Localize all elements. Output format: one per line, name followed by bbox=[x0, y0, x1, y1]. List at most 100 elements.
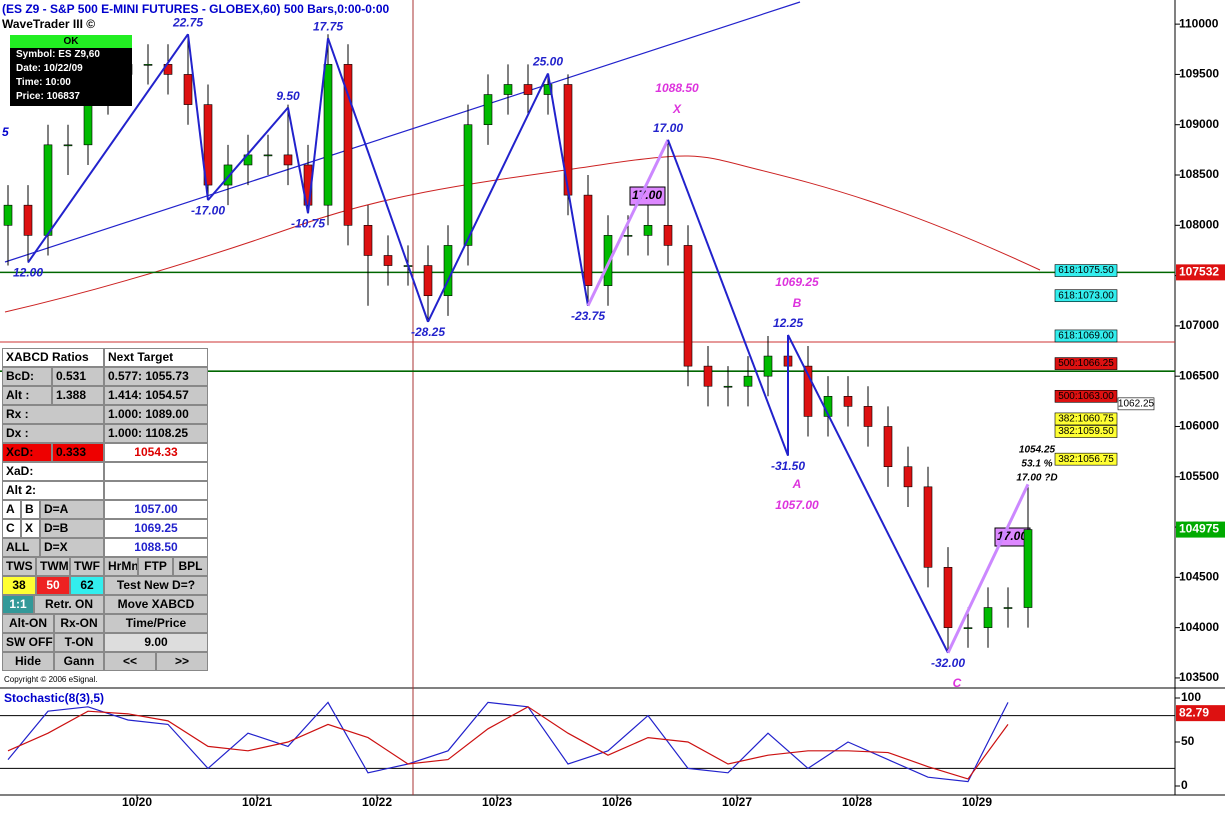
target-box bbox=[1054, 425, 1118, 438]
zigzag-segment bbox=[787, 334, 949, 654]
candle-body bbox=[283, 154, 293, 166]
zigzag-segment bbox=[287, 107, 309, 214]
trend-line bbox=[4, 1, 801, 263]
panel-button[interactable]: SW OFF bbox=[2, 633, 54, 652]
panel-button[interactable]: 62 bbox=[70, 576, 104, 595]
price-box bbox=[1176, 264, 1225, 281]
panel-button[interactable]: Move XABCD bbox=[104, 595, 208, 614]
panel-button[interactable]: Time/Price bbox=[104, 614, 208, 633]
candle-body bbox=[363, 225, 373, 256]
pivot-label: 22.75 bbox=[172, 15, 203, 29]
stoch-tick-label: 100 bbox=[1181, 690, 1201, 704]
pivot-label: -28.25 bbox=[411, 325, 445, 339]
pivot-label: 17.00 bbox=[653, 121, 683, 135]
candle-body bbox=[743, 375, 753, 387]
panel-cell: 1057.00 bbox=[104, 500, 208, 519]
pattern-label: C bbox=[953, 676, 962, 690]
target-box bbox=[1054, 389, 1118, 403]
panel-button[interactable]: 1:1 bbox=[2, 595, 34, 614]
y-tick-label: 109000 bbox=[1179, 117, 1219, 131]
panel-button[interactable]: Gann bbox=[54, 652, 104, 671]
purple-tag-label: 17.00 bbox=[632, 188, 662, 202]
y-tick-label: 107000 bbox=[1179, 318, 1219, 332]
date-label: 10/20 bbox=[122, 795, 152, 809]
panel-button[interactable]: TWF bbox=[70, 557, 104, 576]
stoch-value-box bbox=[1176, 705, 1225, 722]
edge-label: 5 bbox=[2, 125, 9, 139]
panel-cell: X bbox=[21, 519, 40, 538]
candle-body bbox=[263, 154, 273, 157]
panel-button[interactable]: FTP bbox=[138, 557, 173, 576]
panel-cell: 1.388 bbox=[52, 386, 104, 405]
panel-cell bbox=[104, 481, 208, 500]
panel-button[interactable]: BPL bbox=[173, 557, 208, 576]
y-tick-label: 110000 bbox=[1179, 16, 1219, 30]
panel-button[interactable]: T-ON bbox=[54, 633, 104, 652]
candle-body bbox=[1023, 529, 1033, 608]
candle-body bbox=[343, 64, 353, 226]
panel-button[interactable]: Test New D=? bbox=[104, 576, 208, 595]
panel-button[interactable]: HrMn bbox=[104, 557, 138, 576]
panel-cell: 1088.50 bbox=[104, 538, 208, 557]
panel-button[interactable]: 50 bbox=[36, 576, 70, 595]
date-label: 10/21 bbox=[242, 795, 272, 809]
panel-button[interactable]: Retr. ON bbox=[34, 595, 104, 614]
projection-price: 1054.25 bbox=[1019, 445, 1056, 456]
candle-body bbox=[603, 235, 613, 286]
panel-cell: 1.000: 1089.00 bbox=[104, 405, 208, 424]
candle-body bbox=[583, 194, 593, 286]
panel-cell: 1054.33 bbox=[104, 443, 208, 462]
panel-button[interactable]: TWM bbox=[36, 557, 70, 576]
panel-cell: Alt 2: bbox=[2, 481, 104, 500]
candle-body bbox=[723, 385, 733, 388]
panel-button[interactable]: 9.00 bbox=[104, 633, 208, 652]
panel-button[interactable]: Rx-ON bbox=[54, 614, 104, 633]
target-box bbox=[1054, 329, 1118, 343]
projection-note: 17.00 ?D bbox=[1016, 473, 1057, 484]
panel-button[interactable]: Hide bbox=[2, 652, 54, 671]
panel-cell: ALL bbox=[2, 538, 40, 557]
candle-body bbox=[63, 144, 73, 147]
pattern-label: B bbox=[793, 296, 802, 310]
candle-body bbox=[383, 255, 393, 266]
y-tick-label: 104000 bbox=[1179, 620, 1219, 634]
stochastic-title: Stochastic(8(3),5) bbox=[4, 691, 104, 705]
zigzag-segment bbox=[327, 37, 429, 323]
last-price-label: 104975 bbox=[1179, 522, 1219, 536]
panel-button[interactable]: 38 bbox=[2, 576, 36, 595]
pivot-label: 12.00 bbox=[13, 266, 43, 280]
panel-button[interactable]: Alt-ON bbox=[2, 614, 54, 633]
zigzag-segment bbox=[307, 38, 329, 214]
pivot-label: -23.75 bbox=[571, 309, 605, 323]
panel-cell: D=X bbox=[40, 538, 104, 557]
candle-body bbox=[423, 265, 433, 297]
candle-body bbox=[543, 84, 553, 95]
y-tick-label: 103500 bbox=[1179, 670, 1219, 684]
target-label: 1062.25 bbox=[1118, 398, 1155, 409]
candle-body bbox=[323, 64, 333, 206]
candle-body bbox=[923, 486, 933, 568]
panel-cell: D=B bbox=[40, 519, 104, 538]
panel-button[interactable]: << bbox=[104, 652, 156, 671]
candle-body bbox=[703, 365, 713, 387]
zigzag-segment bbox=[27, 33, 189, 264]
target-box bbox=[1054, 264, 1118, 277]
pivot-label: 25.00 bbox=[532, 55, 563, 69]
stoch-value-label: 82.79 bbox=[1179, 705, 1209, 719]
target-box bbox=[1054, 289, 1118, 303]
panel-cell: 0.577: 1055.73 bbox=[104, 367, 208, 386]
pivot-label: -32.00 bbox=[931, 656, 965, 670]
target-box bbox=[1054, 412, 1118, 426]
panel-cell: Next Target bbox=[104, 348, 208, 367]
stoch-tick-label: 50 bbox=[1181, 734, 1195, 748]
panel-cell: Dx : bbox=[2, 424, 104, 443]
target-label: 500:1066.25 bbox=[1058, 358, 1114, 369]
panel-button[interactable]: TWS bbox=[2, 557, 36, 576]
candle-body bbox=[883, 426, 893, 468]
target-label: 500:1063.00 bbox=[1058, 391, 1114, 402]
y-tick-label: 109500 bbox=[1179, 67, 1219, 81]
panel-cell: 0.531 bbox=[52, 367, 104, 386]
pattern-label: 1057.00 bbox=[775, 498, 819, 512]
panel-button[interactable]: >> bbox=[156, 652, 208, 671]
stoch-tick-label: 0 bbox=[1181, 778, 1188, 792]
